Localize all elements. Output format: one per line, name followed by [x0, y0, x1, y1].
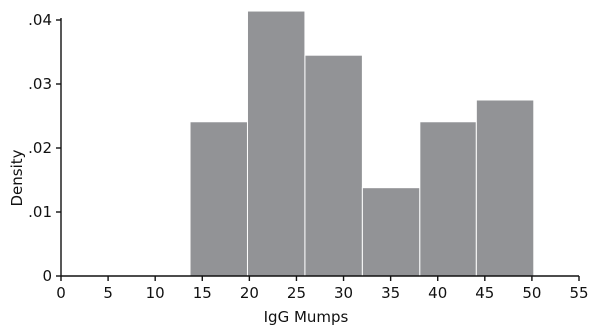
x-tick-label: 25	[287, 284, 306, 302]
histogram-bar-5	[475, 99, 535, 277]
x-tick-label: 15	[193, 284, 212, 302]
x-tick-label: 30	[334, 284, 353, 302]
y-tick-label: .04	[28, 11, 52, 29]
histogram-bar-1	[246, 10, 306, 277]
y-tick-label: 0	[42, 267, 52, 285]
y-tick-label: .02	[28, 139, 52, 157]
x-tick-label: 55	[569, 284, 588, 302]
histogram-bar-3	[361, 187, 421, 277]
x-tick-label: 20	[240, 284, 259, 302]
histogram-bar-2	[304, 54, 363, 277]
histogram-bar-0	[189, 121, 248, 277]
x-tick-label: 45	[475, 284, 494, 302]
histogram-bar-4	[419, 121, 477, 277]
y-tick-label: .01	[28, 203, 52, 221]
y-tick-label: .03	[28, 75, 52, 93]
bars-group	[189, 10, 535, 277]
x-tick-label: 40	[428, 284, 447, 302]
x-axis-label: IgG Mumps	[264, 308, 349, 326]
x-tick-label: 50	[522, 284, 541, 302]
y-axis-label: Density	[8, 149, 26, 206]
x-ticks-group: 0 5 10 15 20 25 30 35 40 45 50 55	[56, 276, 589, 302]
x-tick-label: 35	[381, 284, 400, 302]
x-tick-label: 0	[56, 284, 66, 302]
x-tick-label: 5	[103, 284, 113, 302]
y-ticks-group: 0 .01 .02 .03 .04	[28, 11, 61, 285]
x-tick-label: 10	[146, 284, 165, 302]
